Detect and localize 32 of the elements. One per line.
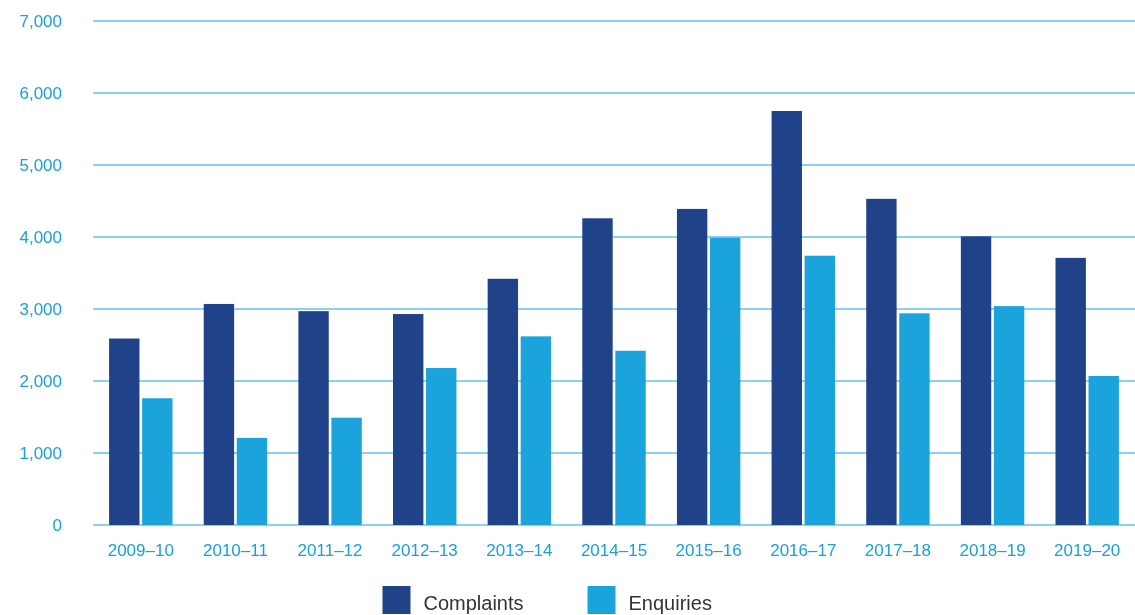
x-tick-label: 2011–12 bbox=[297, 541, 363, 560]
bar bbox=[298, 311, 329, 525]
x-tick-label: 2010–11 bbox=[202, 541, 268, 560]
bar bbox=[203, 303, 235, 525]
x-tick-label: 2018–19 bbox=[959, 541, 1026, 560]
y-tick-label: 7,000 bbox=[19, 11, 62, 31]
bar bbox=[582, 218, 613, 525]
y-tick-label: 0 bbox=[52, 515, 62, 535]
y-tick-label: 3,000 bbox=[19, 299, 62, 319]
x-tick-label: 2009–10 bbox=[107, 541, 174, 560]
x-tick-label: 2019–20 bbox=[1054, 541, 1121, 560]
x-tick-label: 2017–18 bbox=[864, 541, 932, 560]
x-tick-label: 2016–17 bbox=[770, 541, 837, 560]
bar bbox=[866, 198, 897, 525]
y-tick-label: 5,000 bbox=[19, 155, 62, 175]
x-tick-label: 2015–16 bbox=[675, 541, 742, 560]
bar bbox=[1055, 257, 1086, 525]
bar bbox=[771, 111, 802, 525]
legend-label: Enquiries bbox=[628, 592, 712, 614]
legend-label: Complaints bbox=[423, 592, 524, 614]
x-tick-label: 2014–15 bbox=[580, 541, 648, 560]
bar bbox=[960, 236, 992, 525]
y-tick-label: 1,000 bbox=[19, 443, 62, 463]
bar bbox=[393, 314, 424, 525]
bar bbox=[109, 338, 140, 525]
y-tick-label: 2,000 bbox=[19, 371, 62, 391]
bar bbox=[487, 278, 519, 525]
bar bbox=[676, 208, 708, 525]
x-tick-label: 2012–13 bbox=[391, 541, 458, 560]
x-tick-label: 2013–14 bbox=[486, 541, 553, 560]
y-tick-label: 6,000 bbox=[19, 83, 62, 103]
y-tick-label: 4,000 bbox=[19, 227, 62, 247]
